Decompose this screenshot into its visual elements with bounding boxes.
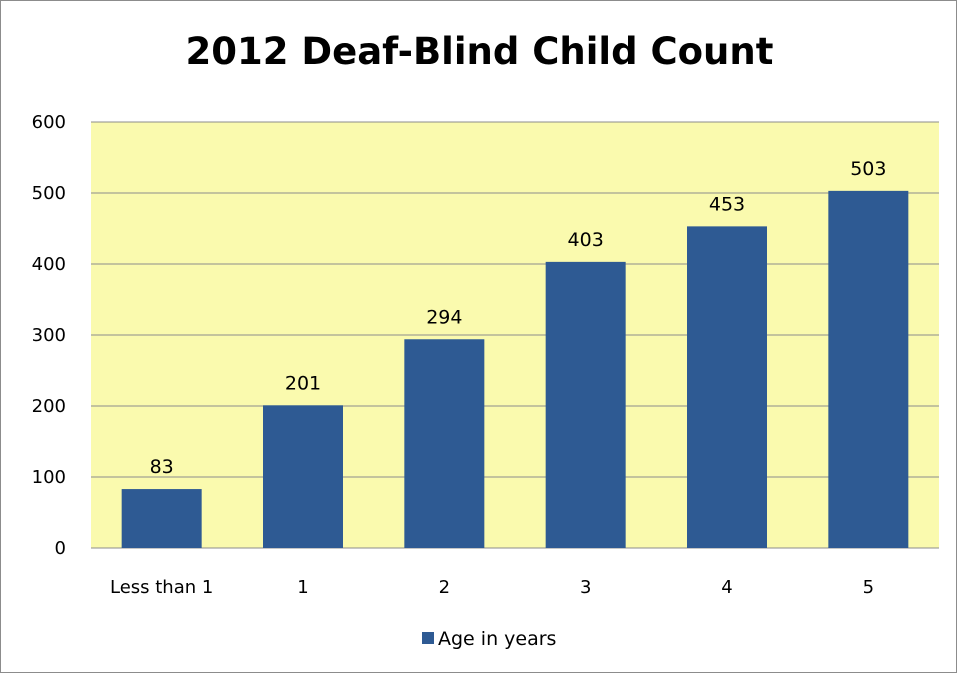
bar bbox=[687, 226, 767, 548]
x-tick-label: 4 bbox=[721, 577, 732, 598]
data-label: 403 bbox=[568, 229, 604, 251]
bar bbox=[404, 339, 485, 548]
bar bbox=[828, 190, 909, 548]
y-tick-label: 100 bbox=[32, 467, 66, 488]
data-label: 201 bbox=[285, 372, 321, 394]
legend-label: Age in years bbox=[438, 628, 556, 650]
x-tick-label: 5 bbox=[863, 577, 874, 598]
bar bbox=[121, 489, 202, 548]
y-tick-label: 0 bbox=[55, 538, 66, 559]
y-tick-label: 600 bbox=[32, 112, 66, 133]
data-label: 503 bbox=[850, 158, 886, 180]
x-tick-label: 3 bbox=[580, 577, 591, 598]
x-tick-label: 1 bbox=[297, 577, 308, 598]
bar bbox=[545, 261, 626, 548]
y-tick-label: 300 bbox=[32, 325, 66, 346]
chart-title: 2012 Deaf-Blind Child Count bbox=[185, 30, 774, 73]
legend-swatch bbox=[422, 632, 434, 644]
x-tick-label: 2 bbox=[439, 577, 450, 598]
data-label: 294 bbox=[426, 306, 462, 328]
x-tick-label: Less than 1 bbox=[110, 577, 213, 598]
data-label: 453 bbox=[709, 193, 745, 215]
bar bbox=[263, 405, 343, 548]
y-tick-label: 500 bbox=[32, 183, 66, 204]
y-tick-label: 400 bbox=[32, 254, 66, 275]
data-label: 83 bbox=[150, 456, 174, 478]
y-tick-label: 200 bbox=[32, 396, 66, 417]
